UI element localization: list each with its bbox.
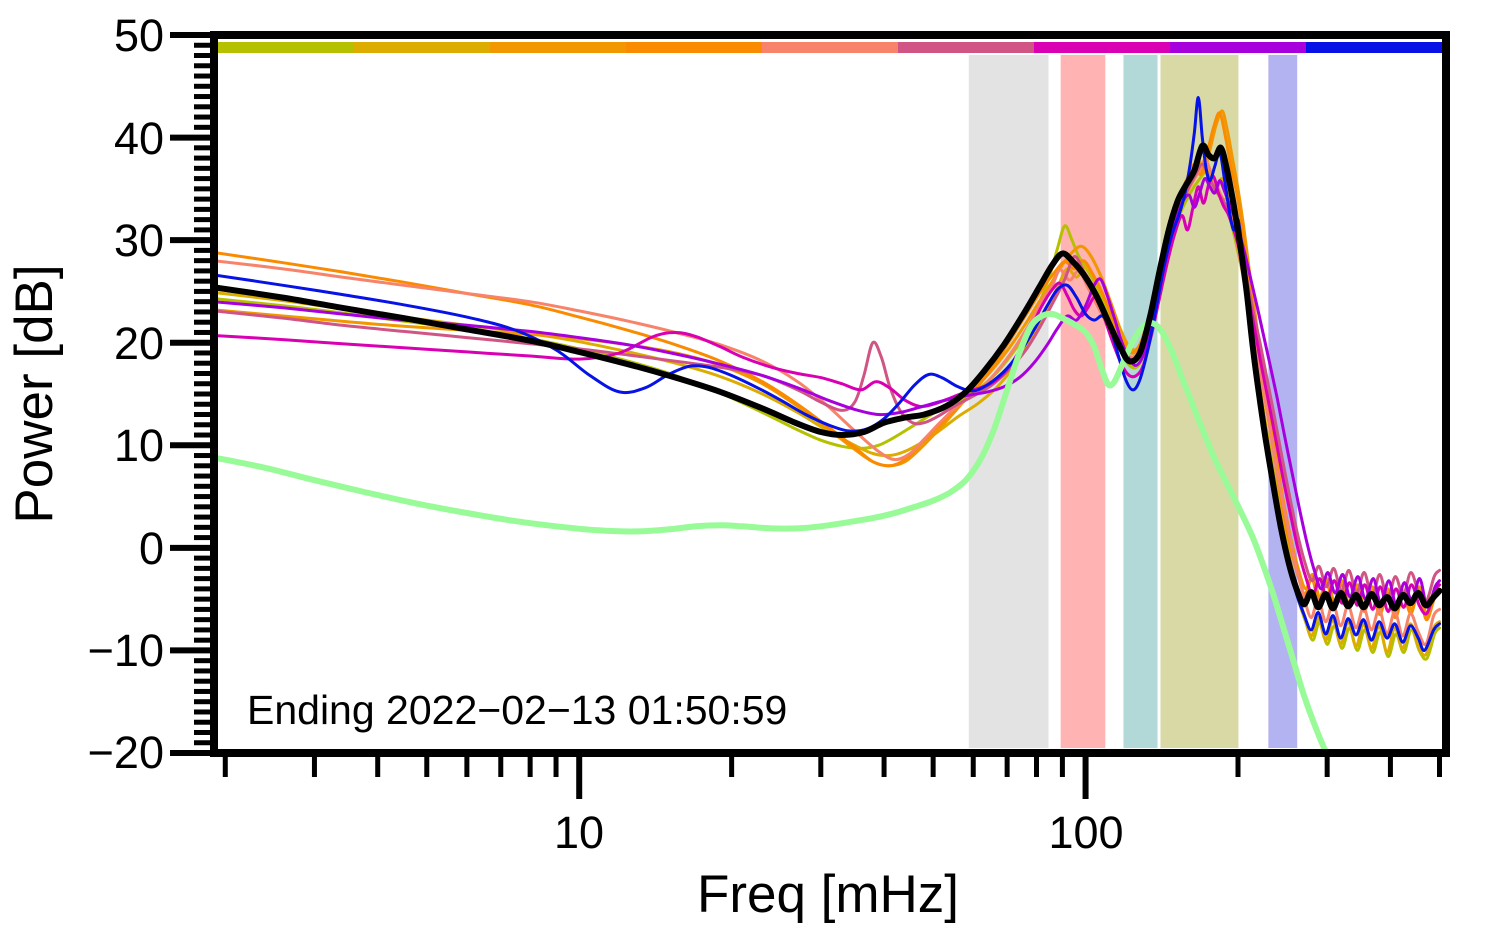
curve-psd-blue: [214, 96, 1441, 652]
curve-psd-yellowgreen: [214, 170, 1441, 661]
colorbar-segment-2: [354, 42, 491, 53]
colorbar-segment-1: [218, 42, 355, 53]
y-tick-label-m10: −10: [88, 625, 164, 676]
colorbar-segment-5: [762, 42, 899, 53]
y-tick-label-0: 0: [139, 523, 164, 574]
y-tick-label-40: 40: [114, 113, 164, 164]
colorbar-segment-7: [1034, 42, 1171, 53]
x-axis-title: Freq [mHz]: [697, 865, 959, 924]
curve-noise-model-green: [214, 310, 1330, 753]
y-tick-label-50: 50: [114, 10, 164, 61]
series-curves-group: [214, 96, 1443, 753]
colorbar-segment-8: [1170, 42, 1307, 53]
y-tick-label-30: 30: [114, 215, 164, 266]
top-colorbar-group: [218, 42, 1443, 53]
shaded-bands-group: [968, 55, 1298, 748]
curve-psd-mean-black: [214, 142, 1443, 612]
curve-psd-salmon: [214, 158, 1441, 647]
band-teal: [1123, 55, 1158, 748]
y-tick-label-20: 20: [114, 318, 164, 369]
plot-frame: [210, 31, 1450, 757]
band-pink: [1060, 55, 1106, 748]
axes-frame-group: [210, 31, 1450, 757]
y-tick-label-10: 10: [114, 420, 164, 471]
ticks-group: [170, 32, 1442, 799]
y-tick-label-m20: −20: [88, 727, 164, 778]
ending-timestamp-annotation: Ending 2022−02−13 01:50:59: [247, 687, 787, 733]
curve-psd-gold: [214, 164, 1441, 657]
colorbar-segment-9: [1306, 42, 1443, 53]
y-axis-title: Power [dB]: [5, 264, 64, 523]
colorbar-segment-3: [490, 42, 627, 53]
x-tick-label-100: 100: [1048, 807, 1123, 858]
x-tick-label-10: 10: [554, 807, 604, 858]
colorbar-segment-4: [626, 42, 763, 53]
colorbar-segment-6: [898, 42, 1035, 53]
